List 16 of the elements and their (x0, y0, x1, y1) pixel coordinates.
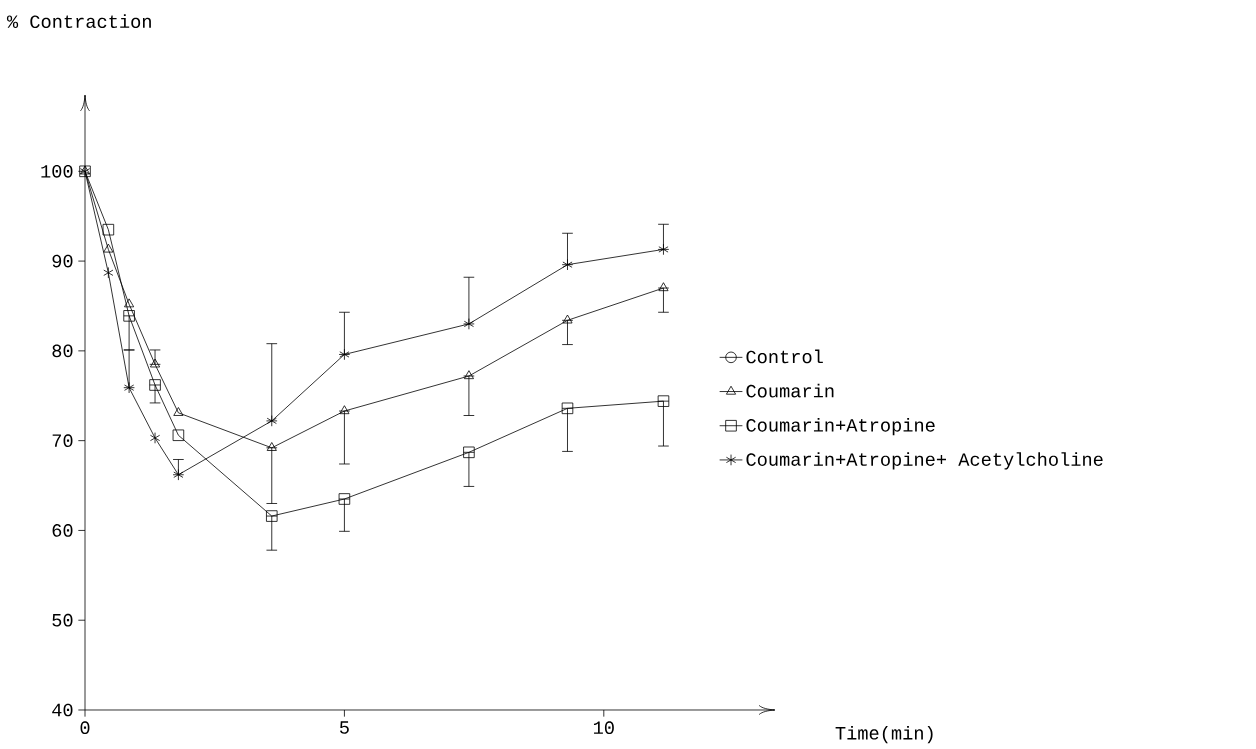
x-tick-label: 10 (593, 721, 614, 735)
x-axis-title: Time(min) (835, 725, 933, 744)
y-tick-label: 40 (52, 703, 73, 717)
y-tick-label: 90 (52, 254, 73, 268)
y-axis-title: % Contraction (6, 14, 151, 29)
y-tick-label: 80 (52, 344, 73, 358)
y-tick-label: 60 (52, 524, 73, 537)
legend-label: Control (746, 349, 823, 364)
x-tick-label: 5 (339, 721, 349, 734)
y-tick-label: 50 (52, 613, 73, 627)
legend-label: Coumarin (746, 383, 834, 398)
x-tick-label: 0 (80, 721, 90, 735)
y-tick-label: 100 (41, 164, 73, 178)
legend-label: Coumarin+Atropine+ Acetylcholine (746, 452, 1103, 470)
legend-label: Coumarin+Atropine (746, 417, 935, 436)
y-tick-label: 70 (52, 434, 73, 447)
